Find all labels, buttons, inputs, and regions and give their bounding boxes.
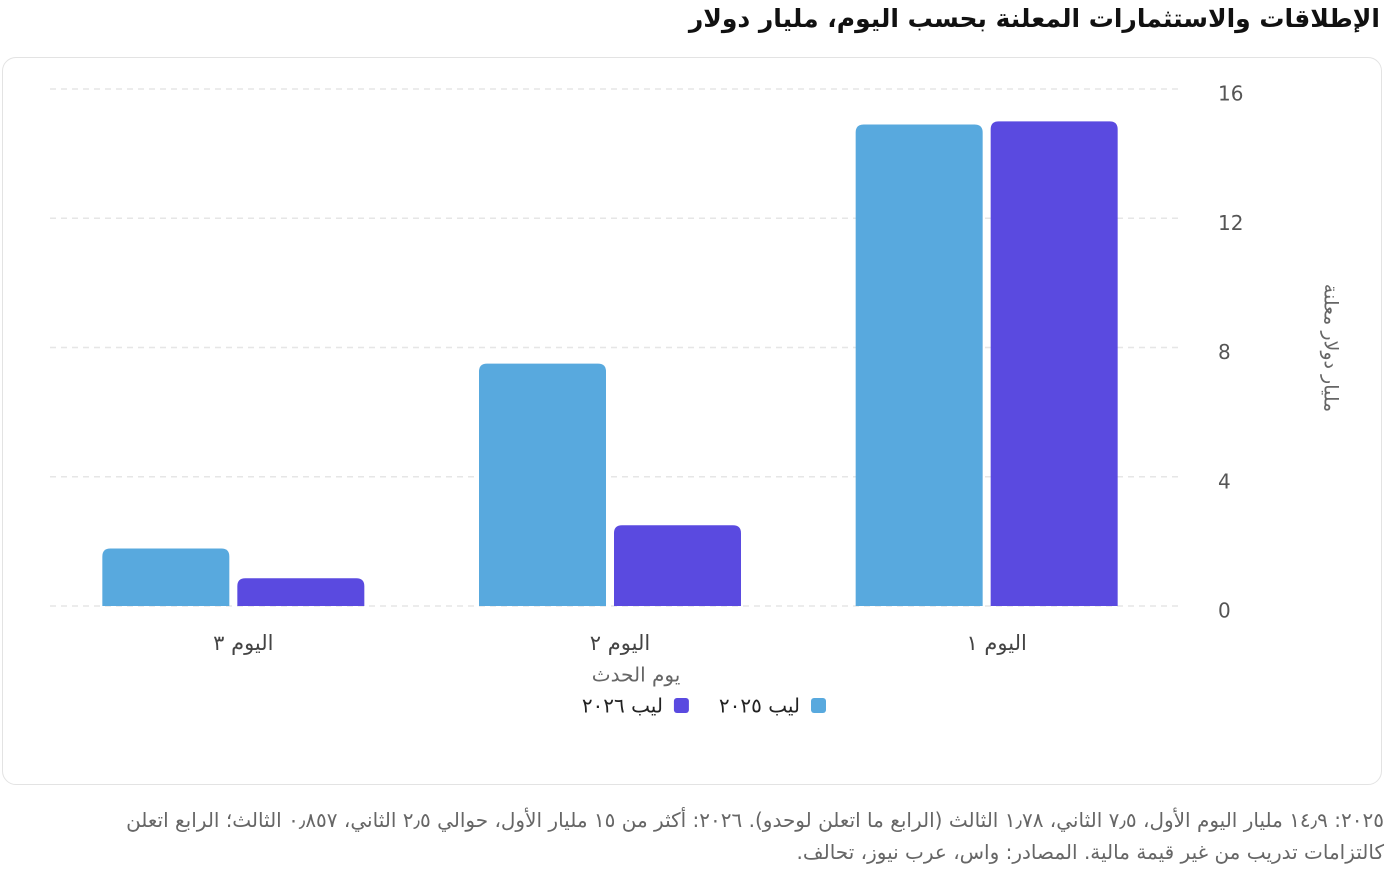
bar	[479, 363, 606, 606]
y-tick-label: 8	[1218, 340, 1231, 364]
y-tick-label: 4	[1218, 469, 1231, 493]
y-tick-label: 12	[1218, 211, 1243, 235]
bar	[102, 548, 230, 606]
legend-label: ليب ٢٠٢٥	[719, 694, 800, 718]
footnote: ٢٠٢٥: ١٤٫٩ مليار اليوم الأول، ٧٫٥ الثاني…	[126, 808, 1384, 864]
legend-label: ليب ٢٠٢٦	[582, 694, 663, 718]
bar	[237, 578, 365, 606]
legend-swatch	[673, 698, 689, 713]
x-axis-label: يوم الحدث	[592, 663, 681, 687]
x-tick-label: اليوم ٣	[213, 631, 273, 655]
bar	[614, 525, 741, 606]
y-tick-label: 0	[1218, 599, 1231, 623]
chart-title: الإطلاقات والاستثمارات المعلنة بحسب اليو…	[688, 4, 1380, 33]
bar	[990, 121, 1118, 606]
chart-card	[2, 57, 1382, 785]
x-tick-label: اليوم ١	[966, 631, 1026, 655]
chart: 0 4 8 12 16 مليار دولار معلنة يوم الحدث اليوم ١…	[50, 82, 1342, 718]
y-axis-label: مليار دولار معلنة	[1320, 284, 1342, 412]
legend-swatch	[811, 698, 826, 713]
x-tick-label: اليوم ٢	[590, 631, 650, 655]
bar	[855, 124, 983, 606]
y-tick-label: 16	[1218, 82, 1243, 106]
